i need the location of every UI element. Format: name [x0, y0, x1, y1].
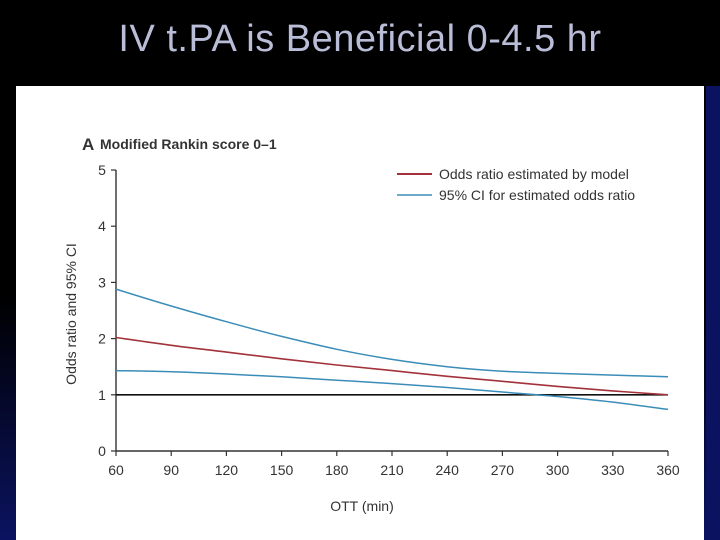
y-tick-label: 1: [98, 387, 106, 403]
y-axis-label: Odds ratio and 95% CI: [63, 243, 79, 385]
y-tick-label: 3: [98, 274, 106, 290]
odds-ratio-line: [115, 336, 669, 396]
panel-letter: A: [82, 135, 94, 154]
x-axis-label: OTT (min): [330, 498, 394, 514]
ci-lower-line: [115, 369, 669, 411]
legend-label-odds-ratio: Odds ratio estimated by model: [439, 166, 629, 182]
y-tick-label: 5: [98, 162, 106, 178]
figure-panel: 60 90 120 150 180 210 240 270 300 330 360 0 1 2 3 4 5 A …: [16, 86, 704, 540]
x-tick-label: 120: [215, 462, 239, 478]
y-tick-label: 4: [98, 218, 106, 234]
x-tick-label: 150: [270, 462, 294, 478]
x-tick-label: 270: [491, 462, 515, 478]
x-tick-label: 180: [325, 462, 349, 478]
x-tick-label: 360: [656, 462, 680, 478]
x-tick-label: 210: [380, 462, 404, 478]
x-tick-label: 330: [601, 462, 625, 478]
slide-title: IV t.PA is Beneficial 0-4.5 hr: [118, 18, 602, 60]
x-tick-label: 240: [436, 462, 460, 478]
slide-side-strip: [706, 86, 720, 540]
x-tick-label: 90: [163, 462, 179, 478]
legend-label-ci: 95% CI for estimated odds ratio: [439, 187, 635, 203]
y-tick-label: 2: [98, 331, 106, 347]
y-tick-label: 0: [98, 443, 106, 459]
ci-upper-line: [115, 288, 669, 378]
x-tick-label: 300: [546, 462, 570, 478]
chart-title: Modified Rankin score 0–1: [100, 136, 277, 152]
x-tick-label: 60: [108, 462, 124, 478]
